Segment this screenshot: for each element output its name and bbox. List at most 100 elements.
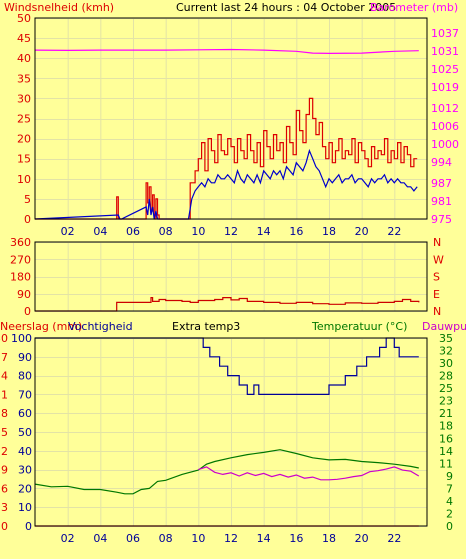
direction-tick-label: 270 xyxy=(10,253,31,266)
humidity-tick-label: 0 xyxy=(25,520,32,533)
x-tick-label: 20 xyxy=(355,225,369,238)
humidity-tick-label: 90 xyxy=(18,351,32,364)
dewpoint-axis-title: Dauwpunt xyxy=(422,320,466,333)
wind-tick-label: 50 xyxy=(17,12,31,25)
wind-tick-label: 40 xyxy=(17,52,31,65)
rain-tick-label: 21 xyxy=(0,388,8,401)
temperature-tick-label: 30 xyxy=(439,357,453,370)
compass-tick-label: S xyxy=(433,271,440,284)
wind-average-line xyxy=(34,148,418,220)
x-tick-label: 18 xyxy=(322,225,336,238)
barometer-tick-label: 994 xyxy=(431,156,452,169)
x-tick-label: 08 xyxy=(159,225,173,238)
humidity-tick-label: 100 xyxy=(11,332,32,345)
temperature-tick-label: 32 xyxy=(439,345,453,358)
temperature-tick-label: 18 xyxy=(439,420,453,433)
barometer-tick-label: 975 xyxy=(431,213,452,226)
rain-tick-label: 18 xyxy=(0,407,8,420)
temperature-tick-label: 14 xyxy=(439,445,453,458)
wind-tick-label: 10 xyxy=(17,173,31,186)
compass-tick-label: N xyxy=(433,305,441,318)
temperature-tick-label: 35 xyxy=(439,332,453,345)
temperature-line xyxy=(34,449,419,495)
temperature-tick-label: 2 xyxy=(446,507,453,520)
compass-tick-label: W xyxy=(433,253,444,266)
wind-tick-label: 15 xyxy=(17,153,31,166)
humidity-tick-label: 80 xyxy=(18,370,32,383)
x-tick-label: 14 xyxy=(257,225,271,238)
temperature-tick-label: 16 xyxy=(439,432,453,445)
wind-tick-label: 45 xyxy=(17,32,31,45)
humidity-tick-label: 60 xyxy=(18,407,32,420)
x-tick-label: 10 xyxy=(191,225,205,238)
wind-direction-line xyxy=(35,297,420,312)
wind-axis-title: Windsnelheid (kmh) xyxy=(4,1,114,14)
direction-tick-label: 0 xyxy=(24,305,31,318)
compass-tick-label: E xyxy=(433,288,440,301)
x-tick-label: 08 xyxy=(159,532,173,545)
wind-tick-label: 35 xyxy=(17,72,31,85)
wind-tick-label: 0 xyxy=(24,213,31,226)
direction-tick-label: 90 xyxy=(17,288,31,301)
x-tick-label: 06 xyxy=(126,532,140,545)
x-tick-label: 20 xyxy=(355,532,369,545)
direction-tick-label: 180 xyxy=(10,271,31,284)
temperature-tick-label: 4 xyxy=(446,495,453,508)
wind-gust-line xyxy=(35,97,418,220)
humidity-tick-label: 40 xyxy=(18,445,32,458)
barometer-tick-label: 1006 xyxy=(431,120,459,133)
humidity-tick-label: 10 xyxy=(18,501,32,514)
barometer-tick-label: 1000 xyxy=(431,138,459,151)
humidity-tick-label: 50 xyxy=(18,426,32,439)
barometer-line xyxy=(34,48,419,55)
rain-tick-label: 24 xyxy=(0,370,8,383)
rain-tick-label: 30 xyxy=(0,332,8,345)
temperature-axis-title: Temperatuur (°C) xyxy=(311,320,407,333)
rain-tick-label: 9 xyxy=(1,464,8,477)
rain-tick-label: 3 xyxy=(1,501,8,514)
barometer-axis-title: Barometer (mb) xyxy=(370,1,458,14)
barometer-tick-label: 981 xyxy=(431,195,452,208)
wind-tick-label: 25 xyxy=(17,113,31,126)
x-tick-label: 22 xyxy=(387,532,401,545)
barometer-tick-label: 1025 xyxy=(431,63,459,76)
temperature-tick-label: 28 xyxy=(439,370,453,383)
x-tick-label: 02 xyxy=(61,225,75,238)
barometer-tick-label: 1012 xyxy=(431,102,459,115)
temperature-tick-label: 11 xyxy=(439,457,453,470)
temperature-tick-label: 7 xyxy=(446,482,453,495)
rain-tick-label: 15 xyxy=(0,426,8,439)
barometer-tick-label: 1037 xyxy=(431,27,459,40)
humidity-tick-label: 20 xyxy=(18,482,32,495)
direction-plot-frame xyxy=(34,241,428,312)
x-tick-label: 04 xyxy=(93,532,107,545)
x-tick-label: 16 xyxy=(289,225,303,238)
temperature-tick-label: 25 xyxy=(439,382,453,395)
rain-tick-label: 12 xyxy=(0,445,8,458)
humidity-axis-title: Vochtigheid xyxy=(68,320,133,333)
x-tick-label: 14 xyxy=(257,532,271,545)
temperature-tick-label: 9 xyxy=(446,470,453,483)
x-tick-label: 18 xyxy=(322,532,336,545)
x-tick-label: 22 xyxy=(387,225,401,238)
chart-title: Current last 24 hours : 04 October 2005 xyxy=(176,1,396,14)
rain-axis-title: Neerslag (mm) xyxy=(0,320,82,333)
temperature-tick-label: 0 xyxy=(446,520,453,533)
x-tick-label: 04 xyxy=(93,225,107,238)
direction-tick-label: 360 xyxy=(10,236,31,249)
extra-temp-label: Extra temp3 xyxy=(172,320,240,333)
humidity-plot-frame xyxy=(34,337,428,527)
x-tick-label: 16 xyxy=(289,532,303,545)
x-tick-label: 02 xyxy=(61,532,75,545)
x-tick-label: 12 xyxy=(224,532,238,545)
rain-tick-label: 0 xyxy=(1,520,8,533)
x-tick-label: 12 xyxy=(224,225,238,238)
rain-tick-label: 6 xyxy=(1,482,8,495)
wind-tick-label: 5 xyxy=(24,193,31,206)
dewpoint-line xyxy=(198,466,420,481)
wind-tick-label: 30 xyxy=(17,92,31,105)
temperature-tick-label: 21 xyxy=(439,407,453,420)
x-tick-label: 06 xyxy=(126,225,140,238)
